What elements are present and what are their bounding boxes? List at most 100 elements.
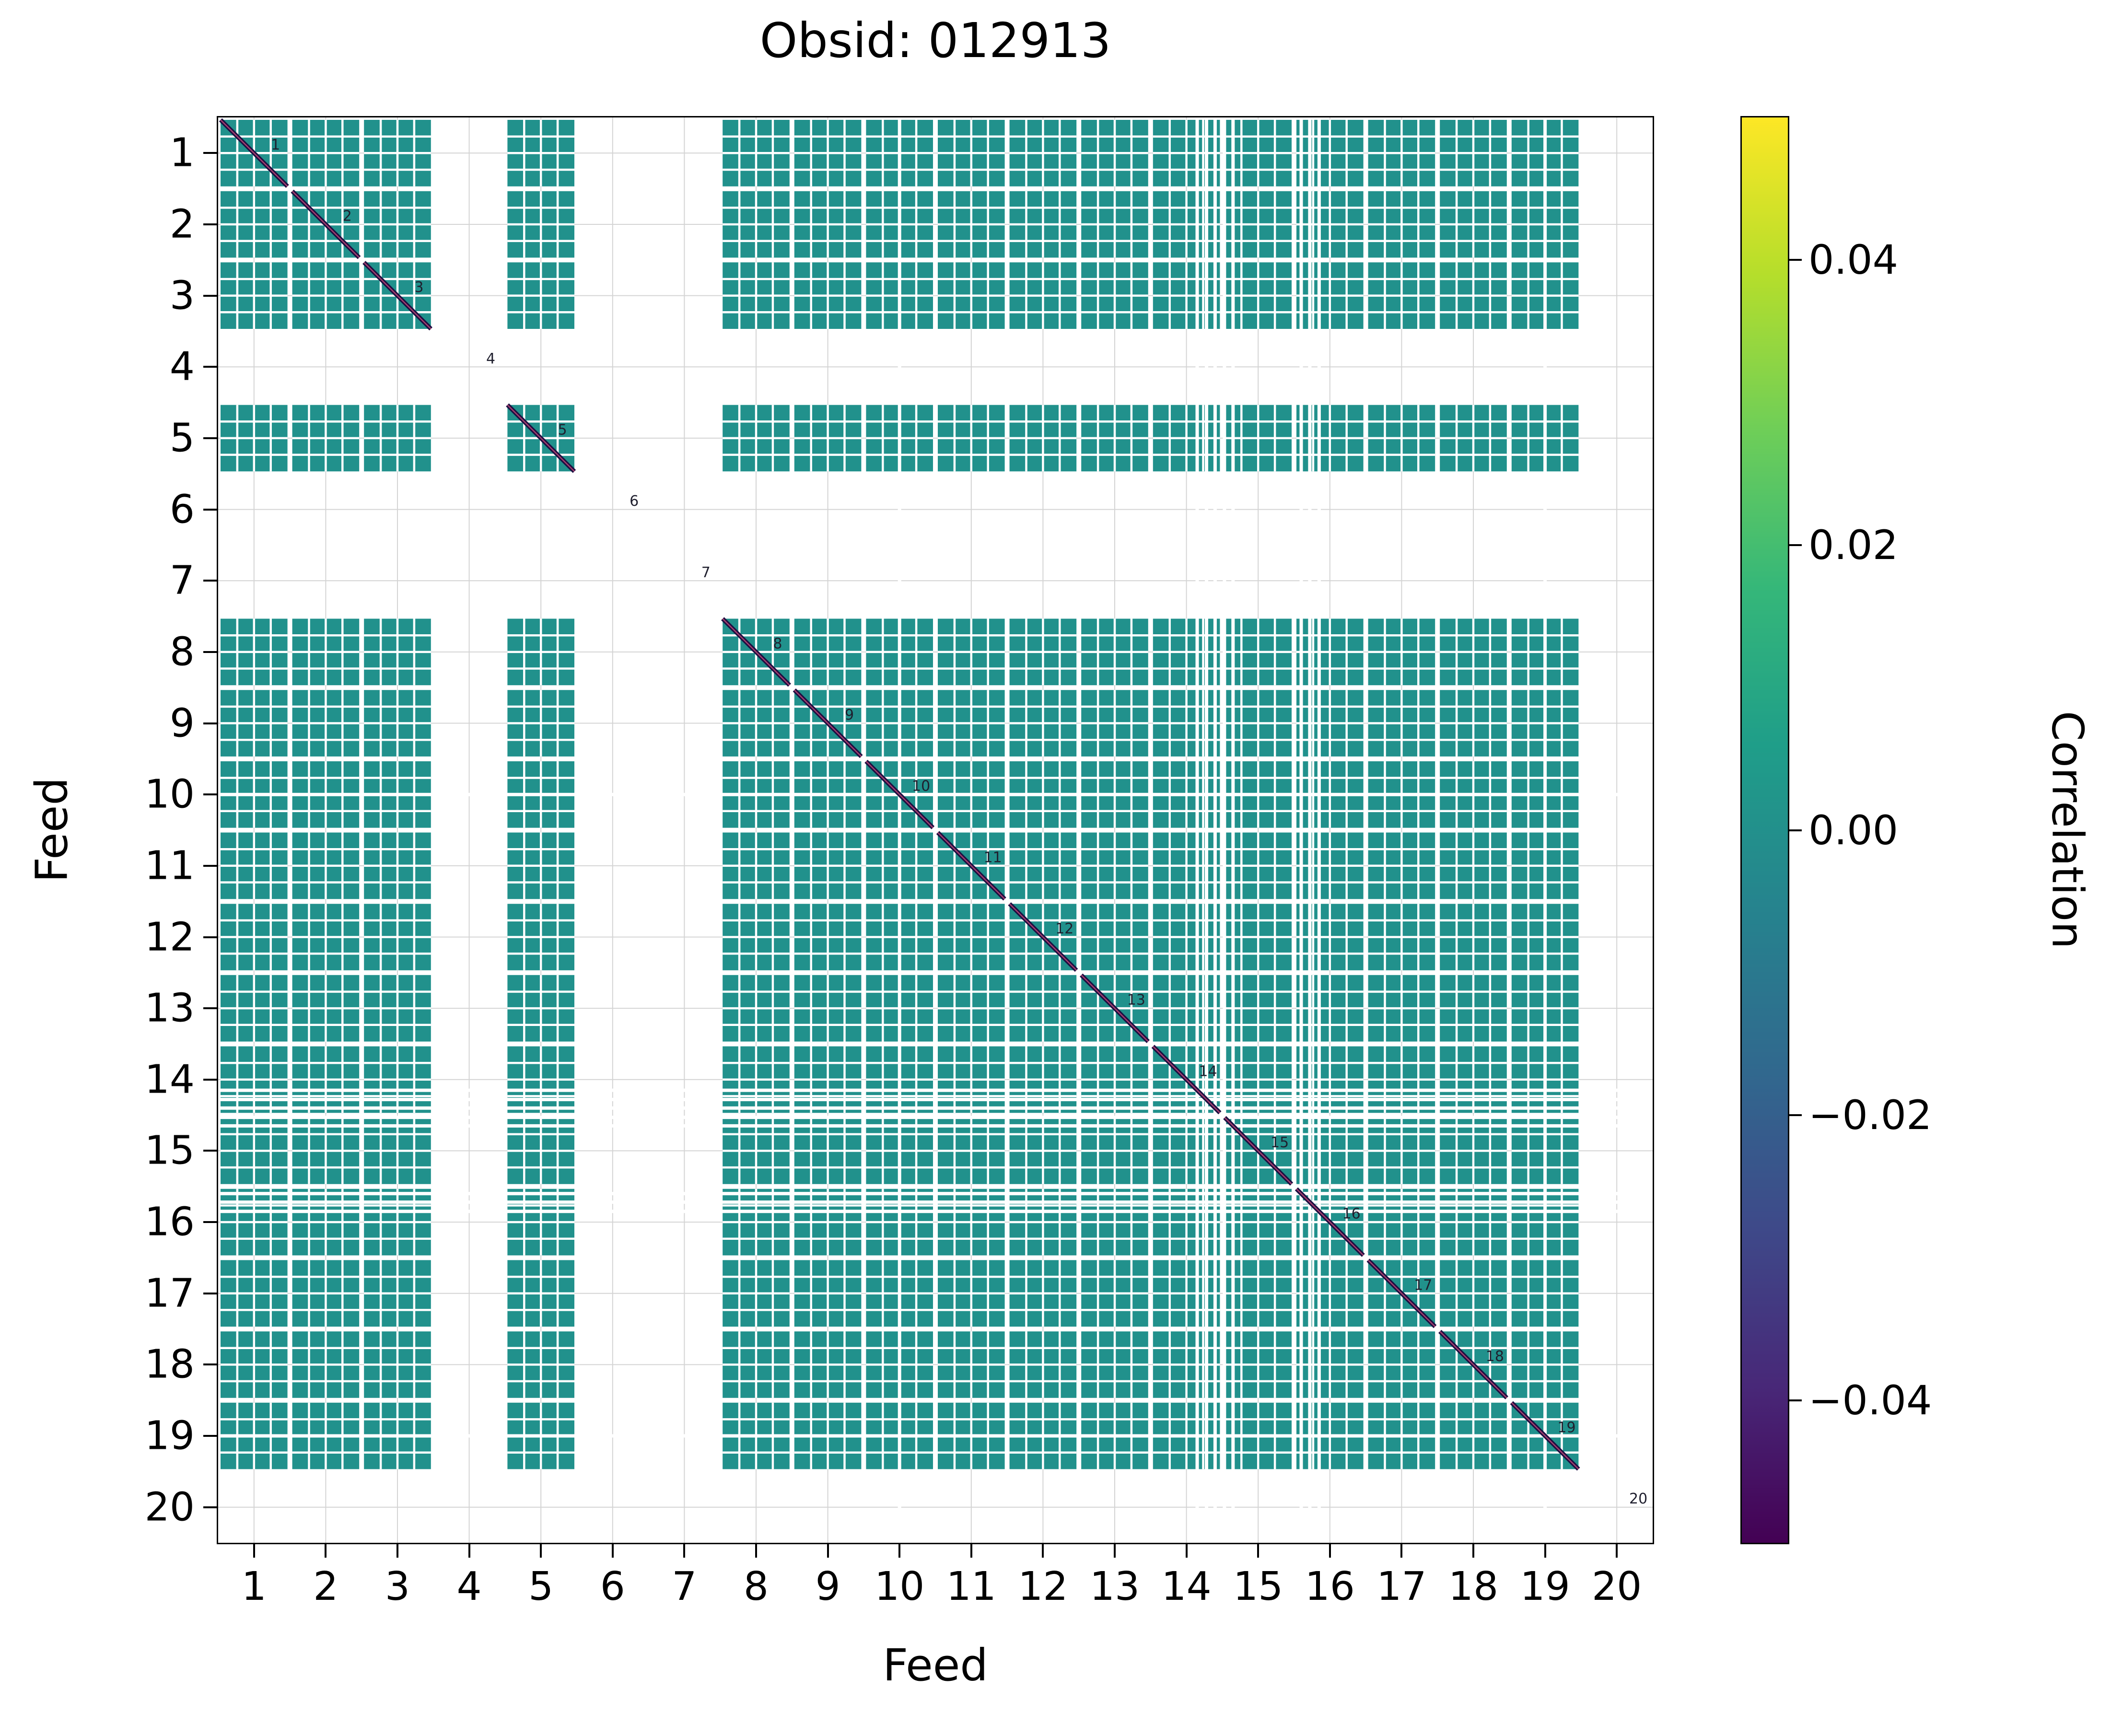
y-tick-label: 2 <box>169 201 195 247</box>
x-tick-mark <box>468 1544 470 1558</box>
x-tick-mark <box>1616 1544 1618 1558</box>
x-tick-mark <box>1329 1544 1331 1558</box>
colorbar-tick-mark <box>1789 829 1802 831</box>
x-tick-mark <box>1472 1544 1474 1558</box>
x-tick-label: 18 <box>1448 1564 1499 1609</box>
diagonal-feed-number: 12 <box>1055 920 1073 937</box>
x-tick-label: 14 <box>1161 1564 1212 1609</box>
y-tick-mark <box>203 1506 217 1508</box>
y-tick-mark <box>203 1292 217 1294</box>
x-tick-label: 6 <box>600 1564 625 1609</box>
y-tick-label: 15 <box>144 1128 195 1174</box>
y-tick-mark <box>203 1007 217 1010</box>
colorbar-label: Correlation <box>2042 711 2093 949</box>
diagonal-feed-number: 8 <box>773 635 782 652</box>
y-tick-mark <box>203 152 217 154</box>
x-tick-label: 17 <box>1376 1564 1427 1609</box>
x-tick-label: 4 <box>456 1564 482 1609</box>
x-tick-label: 20 <box>1592 1564 1642 1609</box>
diagonal-feed-number: 10 <box>912 778 930 795</box>
x-tick-mark <box>611 1544 614 1558</box>
x-tick-mark <box>1544 1544 1546 1558</box>
x-tick-mark <box>1185 1544 1188 1558</box>
y-tick-label: 17 <box>144 1270 195 1317</box>
y-tick-mark <box>203 651 217 653</box>
colorbar-tick-mark <box>1789 1399 1802 1401</box>
y-tick-label: 7 <box>169 558 195 604</box>
y-tick-mark <box>203 366 217 368</box>
y-tick-mark <box>203 294 217 297</box>
y-tick-label: 4 <box>169 344 195 390</box>
x-tick-label: 10 <box>875 1564 925 1609</box>
diagonal-feed-number: 1 <box>271 137 280 153</box>
y-tick-label: 6 <box>169 487 195 533</box>
y-tick-label: 8 <box>169 629 195 675</box>
y-tick-mark <box>203 793 217 796</box>
y-tick-label: 14 <box>144 1057 195 1103</box>
diagonal-feed-number: 16 <box>1342 1206 1361 1223</box>
diagonal-feed-number: 5 <box>558 422 567 439</box>
x-tick-mark <box>898 1544 901 1558</box>
x-tick-label: 12 <box>1018 1564 1068 1609</box>
colorbar-tick-mark <box>1789 1114 1802 1117</box>
diagonal-feed-number: 3 <box>414 279 423 296</box>
colorbar-tick-label: −0.02 <box>1808 1092 1932 1139</box>
diagonal-feed-number: 9 <box>845 707 854 723</box>
diagonal-feed-number: 20 <box>1629 1491 1647 1507</box>
x-tick-mark <box>1400 1544 1403 1558</box>
x-tick-label: 7 <box>672 1564 697 1609</box>
x-tick-mark <box>755 1544 757 1558</box>
y-tick-mark <box>203 437 217 439</box>
diagonal-feed-number: 18 <box>1486 1348 1504 1365</box>
y-tick-mark <box>203 722 217 724</box>
x-axis-label: Feed <box>883 1640 988 1691</box>
y-tick-mark <box>203 1150 217 1152</box>
x-tick-mark <box>1257 1544 1260 1558</box>
y-tick-label: 20 <box>144 1484 195 1530</box>
colorbar <box>1740 116 1789 1544</box>
colorbar-tick-label: 0.04 <box>1808 236 1899 284</box>
x-tick-mark <box>397 1544 398 1558</box>
x-tick-label: 11 <box>946 1564 996 1609</box>
y-tick-label: 11 <box>144 843 195 889</box>
y-tick-mark <box>203 580 217 582</box>
x-tick-label: 13 <box>1089 1564 1140 1609</box>
y-tick-label: 3 <box>169 273 195 319</box>
x-tick-mark <box>540 1544 542 1558</box>
y-tick-mark <box>203 1078 217 1081</box>
chart-title: Obsid: 012913 <box>759 12 1111 69</box>
y-tick-mark <box>203 936 217 938</box>
x-tick-label: 19 <box>1520 1564 1570 1609</box>
x-tick-mark <box>325 1544 327 1558</box>
x-tick-label: 1 <box>241 1564 267 1609</box>
diagonal-feed-number: 17 <box>1414 1277 1432 1293</box>
y-tick-label: 5 <box>169 415 195 461</box>
y-tick-label: 19 <box>144 1413 195 1459</box>
x-tick-label: 15 <box>1233 1564 1283 1609</box>
x-tick-label: 8 <box>743 1564 769 1609</box>
colorbar-tick-mark <box>1789 544 1802 546</box>
y-tick-mark <box>203 864 217 867</box>
y-tick-label: 18 <box>144 1341 195 1387</box>
x-tick-mark <box>1042 1544 1044 1558</box>
x-tick-label: 3 <box>385 1564 410 1609</box>
x-tick-mark <box>683 1544 686 1558</box>
diagonal-feed-number: 4 <box>486 350 495 367</box>
x-tick-mark <box>827 1544 829 1558</box>
y-tick-label: 12 <box>144 914 195 960</box>
diagonal-feed-number: 7 <box>701 564 711 581</box>
x-tick-mark <box>970 1544 972 1558</box>
y-tick-mark <box>203 1435 217 1437</box>
diagonal-feed-number: 15 <box>1271 1134 1289 1151</box>
diagonal-feed-number: 11 <box>984 849 1002 866</box>
heatmap-plot-area: 1 2 3 4 5 6 7 8 9 10 11 12 13 14 15 16 17 18 19 20 <box>217 116 1654 1544</box>
diagonal-feed-number: 2 <box>343 208 352 225</box>
y-tick-mark <box>203 1221 217 1223</box>
y-tick-label: 10 <box>144 771 195 817</box>
y-tick-mark <box>203 223 217 225</box>
x-tick-label: 9 <box>815 1564 840 1609</box>
colorbar-tick-mark <box>1789 259 1802 261</box>
y-tick-mark <box>203 508 217 511</box>
